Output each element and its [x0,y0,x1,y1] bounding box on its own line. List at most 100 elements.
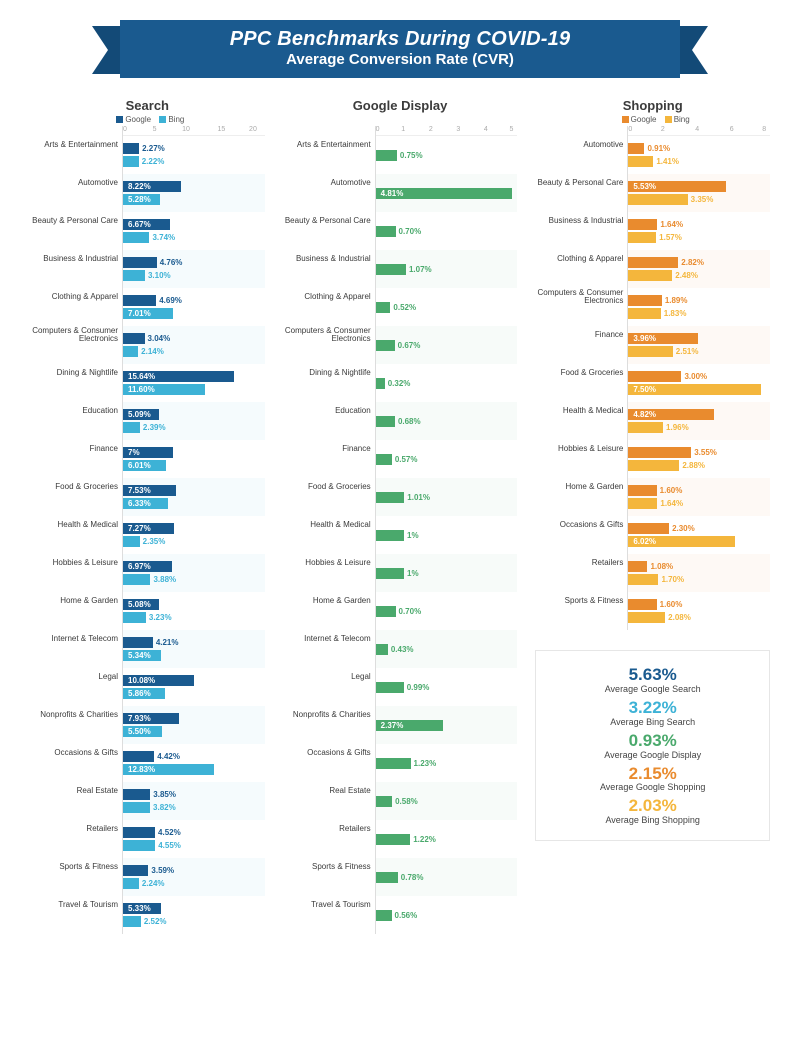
chart-row: 2.37% [376,706,518,744]
summary-value: 5.63% [548,666,757,684]
display-x-ticks: 012345 [376,126,518,136]
chart-row: 4.21%5.34% [123,630,265,668]
display-plot: 012345 0.75%4.81%0.70%1.07%0.52%0.67%0.3… [375,126,518,934]
chart-row: 1.01% [376,478,518,516]
legend-label-google: Google [125,115,151,124]
bar-bing-shop [628,422,663,433]
bar-value-google: 10.08% [125,675,155,686]
bar-value-google-shop: 1.08% [647,561,673,572]
bar-google-shop [628,219,657,230]
bar-display [376,416,395,427]
summary-value: 3.22% [548,699,757,717]
chart-row: 6.97%3.88% [123,554,265,592]
bar-google [123,789,150,800]
category-label: Retailers [283,810,375,848]
bar-value-display: 0.58% [392,796,418,807]
bar-display [376,264,406,275]
bar-value-bing: 11.60% [125,384,155,395]
summary-row: 3.22%Average Bing Search [548,699,757,727]
category-label: Business & Industrial [283,240,375,278]
chart-row: 2.30%6.02% [628,516,770,554]
chart-row: 10.08%5.86% [123,668,265,706]
bar-bing [123,270,145,281]
chart-row: 4.76%3.10% [123,250,265,288]
summary-row: 5.63%Average Google Search [548,666,757,694]
summary-label: Average Bing Shopping [548,815,757,825]
bar-display [376,340,395,351]
bar-value-bing: 3.74% [149,232,175,243]
chart-row: 2.27%2.22% [123,136,265,174]
category-label: Sports & Fitness [30,848,122,886]
bar-bing [123,916,141,927]
bar-google-shop [628,371,681,382]
chart-row: 1.64%1.57% [628,212,770,250]
bar-value-google-shop: 1.60% [657,485,683,496]
chart-row: 1.22% [376,820,518,858]
category-label: Food & Groceries [535,354,627,392]
chart-row: 0.43% [376,630,518,668]
bar-value-display: 0.67% [395,340,421,351]
category-label: Internet & Telecom [283,620,375,658]
shopping-y-labels: AutomotiveBeauty & Personal CareBusiness… [535,126,627,630]
chart-row: 0.75% [376,136,518,174]
bar-google-shop [628,447,691,458]
legend-label-bing-shop: Bing [674,115,690,124]
bar-value-google-shop: 4.82% [630,409,656,420]
chart-row: 4.81% [376,174,518,212]
category-label: Real Estate [30,772,122,810]
bar-value-bing-shop: 3.35% [688,194,714,205]
bar-value-google: 4.21% [153,637,179,648]
bar-value-bing: 2.39% [140,422,166,433]
bar-google [123,295,156,306]
bar-display [376,834,411,845]
bar-value-bing: 7.01% [125,308,151,319]
bar-value-google: 4.52% [155,827,181,838]
category-label: Sports & Fitness [535,582,627,620]
bar-value-google: 7.93% [125,713,151,724]
category-label: Arts & Entertainment [283,126,375,164]
bar-value-google-shop: 3.96% [630,333,656,344]
chart-row: 0.78% [376,858,518,896]
chart-row: 0.99% [376,668,518,706]
chart-row: 3.96%2.51% [628,326,770,364]
chart-row: 8.22%5.28% [123,174,265,212]
bar-google [123,257,157,268]
bar-bing [123,422,140,433]
bar-value-display: 0.57% [392,454,418,465]
chart-row: 1.08%1.70% [628,554,770,592]
bar-value-bing: 6.33% [125,498,151,509]
charts-row: Search Google Bing Arts & EntertainmentA… [30,98,770,934]
chart-row: 5.08%3.23% [123,592,265,630]
chart-row: 1% [376,516,518,554]
bar-value-google-shop: 5.53% [630,181,656,192]
bar-display [376,758,411,769]
bar-value-display: 2.37% [378,720,404,731]
bar-bing [123,878,139,889]
bar-value-google: 6.67% [125,219,151,230]
bar-bing [123,802,150,813]
bar-value-bing: 2.22% [139,156,165,167]
chart-row: 3.04%2.14% [123,326,265,364]
bar-bing [123,346,138,357]
chart-row: 1.07% [376,250,518,288]
chart-row: 7.93%5.50% [123,706,265,744]
chart-row: 3.55%2.88% [628,440,770,478]
bar-value-bing: 2.52% [141,916,167,927]
bar-value-display: 0.32% [385,378,411,389]
category-label: Automotive [283,164,375,202]
bar-display [376,150,397,161]
bar-value-display: 0.56% [392,910,418,921]
shopping-title: Shopping [535,98,770,113]
category-label: Health & Medical [283,506,375,544]
shopping-panel: Shopping Google Bing AutomotiveBeauty & … [535,98,770,841]
bar-value-google-shop: 0.91% [644,143,670,154]
shopping-legend: Google Bing [535,115,770,124]
chart-row: 1% [376,554,518,592]
category-label: Clothing & Apparel [283,278,375,316]
bar-bing [123,232,149,243]
category-label: Beauty & Personal Care [535,164,627,202]
bar-value-google: 5.08% [125,599,151,610]
bar-bing [123,156,139,167]
display-y-labels: Arts & EntertainmentAutomotiveBeauty & P… [283,126,375,934]
bar-value-google-shop: 1.60% [657,599,683,610]
